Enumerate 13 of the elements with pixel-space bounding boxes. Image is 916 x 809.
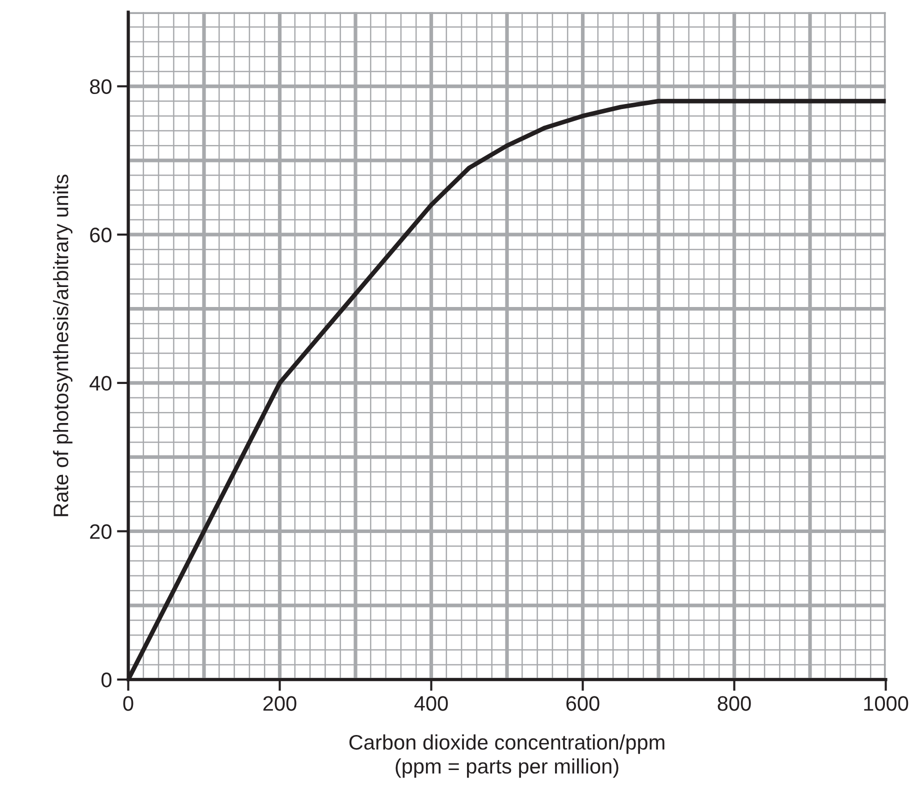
x-tick-label: 600 [566, 696, 600, 711]
x-axis-title: Carbon dioxide concentration/ppm (ppm = parts per million) [349, 734, 664, 778]
y-tick-label: 40 [90, 376, 112, 391]
y-tick-label: 20 [90, 524, 112, 539]
x-tick-label: 200 [263, 696, 296, 711]
x-tick-label: 800 [718, 696, 751, 711]
x-tick-label: 1000 [864, 696, 908, 711]
y-tick-label: 0 [101, 672, 112, 688]
y-axis-title: Rate of photosynthesis/arbitrary units [53, 174, 72, 516]
y-tick-label: 80 [90, 79, 112, 94]
x-tick-label: 0 [123, 696, 134, 711]
x-tick-label: 400 [414, 696, 448, 711]
y-tick-label: 60 [90, 228, 112, 242]
